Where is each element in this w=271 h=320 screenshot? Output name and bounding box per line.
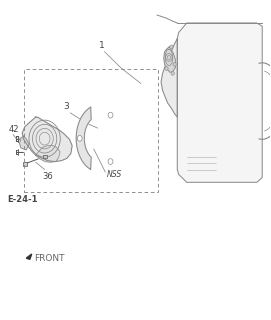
Text: FRONT: FRONT xyxy=(34,254,65,263)
Polygon shape xyxy=(164,47,175,72)
Bar xyxy=(24,69,159,192)
Polygon shape xyxy=(20,136,29,150)
Circle shape xyxy=(171,71,174,75)
Polygon shape xyxy=(76,107,91,169)
Polygon shape xyxy=(177,23,262,182)
Polygon shape xyxy=(22,117,72,162)
Bar xyxy=(23,162,27,166)
Circle shape xyxy=(77,135,82,141)
Text: 36: 36 xyxy=(43,172,53,181)
Text: 3: 3 xyxy=(64,102,69,111)
Text: NSS: NSS xyxy=(107,170,122,179)
Text: 1: 1 xyxy=(99,41,105,50)
Bar xyxy=(43,155,47,158)
Polygon shape xyxy=(161,39,177,117)
Text: E-24-1: E-24-1 xyxy=(7,195,38,204)
Polygon shape xyxy=(26,254,32,260)
Circle shape xyxy=(108,112,113,118)
Circle shape xyxy=(173,62,176,66)
Polygon shape xyxy=(36,146,60,162)
Circle shape xyxy=(108,159,113,164)
Circle shape xyxy=(165,67,168,70)
Text: 42: 42 xyxy=(9,125,19,134)
Circle shape xyxy=(170,45,173,49)
